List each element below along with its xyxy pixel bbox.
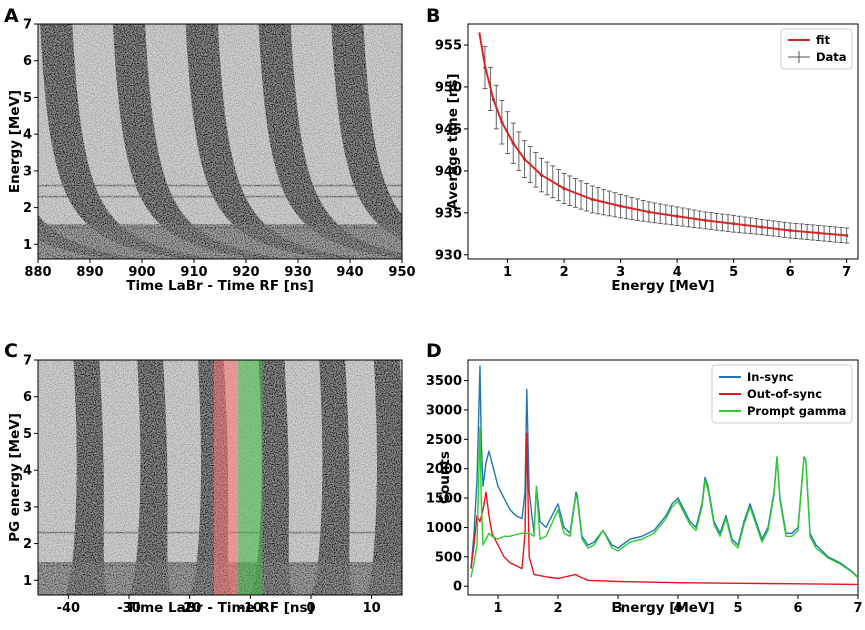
panel-c-xtick-label: -40: [57, 601, 81, 616]
panel-a-xtick-label: 920: [232, 265, 259, 280]
panel-b-xtick-label: 4: [673, 265, 682, 280]
panel-c-heatmap: -40 -30 -20 -10 0 10 1 2 3 4 5 6 7 Time LaBr - Time …: [7, 354, 403, 616]
panel-c-xtick-label: 10: [363, 601, 381, 616]
panel-c-xtick-label: -10: [239, 601, 263, 616]
panel-c-in-sync-window: [238, 360, 263, 595]
panel-c-out-of-sync-window: [213, 360, 239, 595]
panel-d-prompt-gamma-line: [470, 426, 858, 579]
panel-c-frame: [37, 359, 403, 596]
panel-c-ytick-label: 1: [23, 574, 32, 589]
panel-a-ylabel: Energy [MeV]: [7, 90, 23, 193]
panel-a-xlabel: Time LaBr - Time RF [ns]: [126, 278, 313, 294]
panel-a-ytick-label: 7: [23, 18, 32, 33]
panel-d-xtick-label: 7: [853, 601, 862, 616]
panel-c-xtick-label: -30: [117, 601, 141, 616]
panel-d-ylabel: Counts: [437, 451, 453, 504]
panel-label-a: A: [4, 5, 19, 27]
panel-a-ytick-label: 2: [23, 201, 32, 216]
panel-d-chart: 1 2 3 4 5 6 7 0 500 1000 1500 2000 2500 3000 3500 In-s…: [426, 359, 863, 616]
panel-d-xtick-label: 6: [793, 601, 802, 616]
panel-b-ytick-label: 935: [435, 206, 462, 221]
panel-b-ytick-label: 950: [435, 80, 462, 95]
panel-label-b: B: [426, 5, 440, 27]
panel-label-c: C: [4, 340, 18, 362]
panel-d-xtick-label: 2: [553, 601, 562, 616]
panel-b-fit-line: [478, 32, 847, 237]
panel-b-ytick-label: 940: [435, 164, 462, 179]
panel-a-ytick-label: 3: [23, 164, 32, 179]
panel-d-xlabel: Energy [MeV]: [611, 600, 714, 616]
panel-b-ylabel: Average time [ns]: [445, 73, 461, 209]
legend-box: [711, 364, 853, 424]
panel-a-ytick-label: 6: [23, 54, 32, 69]
panel-b-xtick-label: 1: [503, 265, 512, 280]
panel-d-ytick-label: 500: [435, 550, 462, 565]
panel-a-xtick-label: 900: [128, 265, 155, 280]
panel-a-ytick-label: 1: [23, 238, 32, 253]
panel-c-ylabel: PG energy [MeV]: [7, 413, 23, 542]
panel-b-legend: fit Data: [780, 28, 853, 70]
panel-c-ytick-label: 6: [23, 390, 32, 405]
panel-d-ytick-label: 3500: [426, 374, 462, 389]
panel-b-xtick-label: 5: [729, 265, 738, 280]
panel-b-xtick-label: 6: [786, 265, 795, 280]
panel-d-ytick-label: 1000: [426, 521, 462, 536]
panel-d-xtick-label: 1: [493, 601, 502, 616]
panel-d-xtick-label: 5: [733, 601, 742, 616]
panel-c-ytick-label: 4: [23, 464, 32, 479]
panel-c-xlabel: Time LaBr - Time RF [ns]: [126, 600, 313, 616]
panel-a-xtick-label: 890: [76, 265, 103, 280]
panel-c-xtick-label: -20: [178, 601, 202, 616]
panel-a-heatmap: 880 890 900 910 920 930 940 950 1 2 3 4 5 6 7 Time LaB…: [7, 18, 416, 295]
panel-a-ytick-label: 5: [23, 91, 32, 106]
panel-c-ytick-label: 5: [23, 427, 32, 442]
panel-a-noise: [38, 24, 402, 259]
panel-a-xtick-label: 910: [180, 265, 207, 280]
legend-label-fit: fit: [816, 33, 831, 47]
panel-d-xtick-label: 3: [613, 601, 622, 616]
panel-b-ytick-label: 930: [435, 248, 462, 263]
panel-b-xtick-label: 3: [616, 265, 625, 280]
panel-a-ytick-label: 4: [23, 128, 32, 143]
panel-d-ytick-label: 1500: [426, 492, 462, 507]
panel-b-xlabel: Energy [MeV]: [611, 278, 714, 294]
legend-label-prompt-gamma: Prompt gamma: [747, 404, 846, 418]
panel-a-xtick-label: 930: [284, 265, 311, 280]
legend-label-data: Data: [816, 50, 847, 64]
panel-b-xtick-label: 2: [560, 265, 569, 280]
panel-a-frame: [37, 23, 403, 260]
panel-a-xtick-label: 940: [336, 265, 363, 280]
panel-b-chart: 1 2 3 4 5 6 7 930 935 940 945 950 955 fit Data Energ…: [435, 23, 859, 294]
panel-a-xtick-label: 880: [24, 265, 51, 280]
panel-d-legend: In-sync Out-of-sync Prompt gamma: [711, 364, 853, 424]
panel-c-ytick-label: 7: [23, 354, 32, 369]
legend-label-out-of-sync: Out-of-sync: [747, 387, 822, 401]
panel-d-ytick-label: 2000: [426, 462, 462, 477]
panel-c-ytick-label: 2: [23, 537, 32, 552]
panel-b-ytick-label: 955: [435, 38, 462, 53]
panel-c-ytick-label: 3: [23, 500, 32, 515]
panel-c-xtick-label: 0: [306, 601, 315, 616]
panel-label-d: D: [426, 340, 442, 362]
panel-d-ytick-label: 3000: [426, 403, 462, 418]
panel-d-ytick-label: 0: [453, 580, 462, 595]
panel-d-xtick-label: 4: [673, 601, 682, 616]
panel-a-xtick-label: 950: [388, 265, 415, 280]
panel-b-xtick-label: 7: [842, 265, 851, 280]
legend-label-in-sync: In-sync: [747, 370, 794, 384]
panel-d-ytick-label: 2500: [426, 433, 462, 448]
panel-b-ytick-label: 945: [435, 122, 462, 137]
